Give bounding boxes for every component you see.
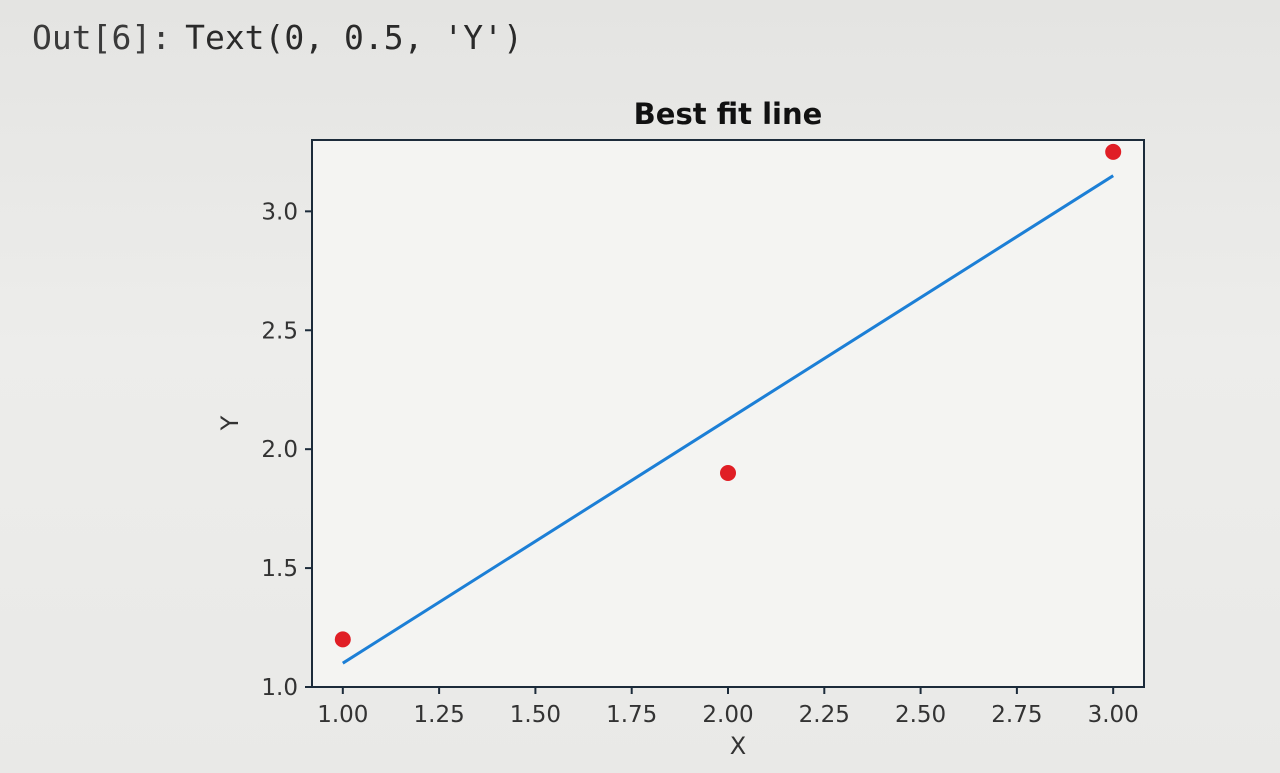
output-row: Out[6]: Text(0, 0.5, 'Y') bbox=[32, 18, 523, 57]
x-axis-label: X bbox=[730, 732, 746, 760]
y-tick-label: 2.5 bbox=[261, 318, 298, 344]
y-tick-label: 1.5 bbox=[261, 556, 298, 582]
x-axis-ticks: 1.00 1.25 1.50 1.75 2.00 2.25 2.50 2.75 3.00 bbox=[317, 687, 1139, 728]
x-tick-label: 2.25 bbox=[799, 702, 850, 728]
chart-title: Best fit line bbox=[634, 97, 823, 131]
output-text: Text(0, 0.5, 'Y') bbox=[185, 18, 523, 57]
y-tick-label: 2.0 bbox=[261, 437, 298, 463]
line-layer bbox=[341, 174, 1115, 665]
x-tick-label: 1.00 bbox=[317, 702, 368, 728]
x-tick-label: 1.75 bbox=[606, 702, 657, 728]
y-tick-label: 3.0 bbox=[261, 199, 298, 225]
x-tick-label: 2.00 bbox=[702, 702, 753, 728]
x-tick-label: 2.75 bbox=[991, 702, 1042, 728]
point-layer bbox=[334, 143, 1122, 648]
output-prompt: Out[6]: bbox=[32, 18, 172, 57]
x-tick-label: 3.00 bbox=[1088, 702, 1139, 728]
x-tick-label: 1.25 bbox=[414, 702, 465, 728]
data-point bbox=[1105, 143, 1122, 160]
data-point bbox=[720, 465, 736, 481]
x-tick-label: 1.50 bbox=[510, 702, 561, 728]
y-axis-label: Y bbox=[216, 415, 244, 431]
x-tick-label: 2.50 bbox=[895, 702, 946, 728]
best-fit-line bbox=[341, 174, 1115, 665]
y-tick-label: 1.0 bbox=[261, 675, 298, 701]
data-point bbox=[334, 631, 351, 648]
y-axis-ticks: 1.0 1.5 2.0 2.5 3.0 bbox=[261, 199, 312, 701]
